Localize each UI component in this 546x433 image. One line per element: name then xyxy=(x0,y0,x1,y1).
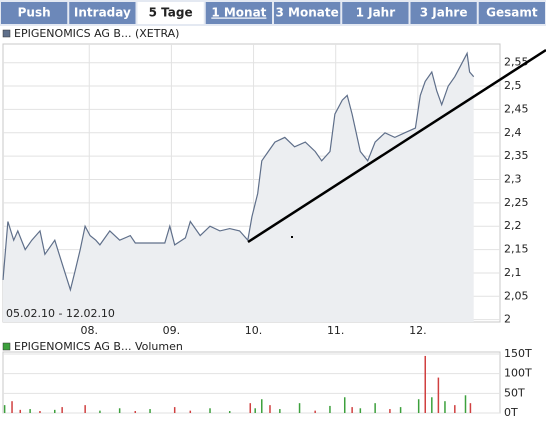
volume-bar xyxy=(359,408,362,413)
volume-bar xyxy=(437,377,440,413)
legend-marker xyxy=(2,29,11,38)
volume-bar xyxy=(424,355,426,413)
tab[interactable] xyxy=(205,2,272,24)
y-tick-label: 2,35 xyxy=(504,149,529,162)
volume-bar xyxy=(329,405,331,413)
volume-bar xyxy=(3,405,6,413)
volume-bar xyxy=(343,397,346,413)
volume-bar xyxy=(351,407,353,413)
price-line xyxy=(2,51,475,293)
volume-bar xyxy=(399,407,402,413)
volume-bar xyxy=(173,407,176,413)
tab-label[interactable]: Push xyxy=(18,6,51,20)
y-tick-label: 100T xyxy=(504,367,532,380)
tab-label[interactable]: 1 Jahr xyxy=(356,6,396,20)
volume-bar xyxy=(464,395,467,413)
volume-bar xyxy=(454,405,456,413)
volume-bar xyxy=(84,405,86,413)
date-range: 05.02.10 - 12.02.10 xyxy=(6,307,115,320)
tab-label[interactable]: 3 Monate xyxy=(276,6,339,20)
volume-bar xyxy=(149,409,151,413)
volume-bar xyxy=(389,409,391,413)
tabs: Push Intraday 5 Tage 1 Monat 3 Monate 1 Jahr 3… xyxy=(1,2,545,24)
plot-area xyxy=(2,351,501,414)
tab[interactable] xyxy=(410,2,477,24)
volume-bar xyxy=(99,410,101,413)
tab-label[interactable]: Intraday xyxy=(74,6,131,20)
y-tick-label: 2 xyxy=(504,313,511,326)
volume-bar xyxy=(209,408,211,413)
y-tick-label: 2,2 xyxy=(504,219,522,232)
tab-label[interactable]: 3 Jahre xyxy=(420,6,468,20)
volume-bar xyxy=(19,409,22,413)
x-tick-label: 08. xyxy=(81,324,99,337)
legend-label: EPIGENOMICS AG B... (XETRA) xyxy=(14,27,179,40)
y-tick-label: 150T xyxy=(504,347,532,360)
y-tick-label: 2,45 xyxy=(504,102,529,115)
price-area xyxy=(3,53,474,323)
x-tick-label: 10. xyxy=(245,324,263,337)
volume-bar xyxy=(314,410,316,413)
volume-bar xyxy=(11,401,13,413)
y-tick-label: 50T xyxy=(504,386,525,399)
volume-bar xyxy=(118,408,121,413)
tab-label[interactable]: Gesamt xyxy=(486,6,538,20)
volume-bar xyxy=(374,403,376,413)
y-tick-label: 2,05 xyxy=(504,289,529,302)
volume-bar xyxy=(269,405,271,413)
y-tick-label: 0T xyxy=(504,406,518,419)
tab[interactable] xyxy=(1,2,68,24)
volume-bar xyxy=(469,403,472,413)
tab[interactable] xyxy=(69,2,136,24)
volume-bar xyxy=(189,410,192,413)
cursor-dot xyxy=(291,236,293,238)
volume-bar xyxy=(39,411,41,413)
y-tick-label: 2,1 xyxy=(504,266,522,279)
y-tick-label: 2,5 xyxy=(504,79,522,92)
tab[interactable] xyxy=(478,2,545,24)
volume-bar xyxy=(279,409,281,413)
volume-bar xyxy=(431,397,433,413)
plots: EPIGENOMICS AG B... (XETRA) 2 2,05 2,1 2,15 2… xyxy=(2,27,532,419)
legend-marker xyxy=(2,342,11,351)
volume-bar xyxy=(228,411,231,413)
volume-bar xyxy=(54,409,56,413)
trend-line xyxy=(247,48,546,244)
y-tick-label: 2,15 xyxy=(504,243,529,256)
volume-bar xyxy=(417,399,420,413)
tab[interactable] xyxy=(342,2,409,24)
x-tick-label: 12. xyxy=(409,324,427,337)
volume-bar xyxy=(298,403,301,413)
volume-bar xyxy=(61,407,63,413)
x-tick-label: 11. xyxy=(327,324,345,337)
tab[interactable] xyxy=(137,2,204,24)
volume-bar xyxy=(134,411,137,413)
volume-bar xyxy=(249,403,252,413)
tab-label[interactable]: 1 Monat xyxy=(211,6,266,20)
x-tick-label: 09. xyxy=(163,324,181,337)
legend-label: EPIGENOMICS AG B... Volumen xyxy=(14,340,183,353)
volume-bar xyxy=(29,409,31,413)
y-tick-label: 2,3 xyxy=(504,172,522,185)
y-tick-label: 2,25 xyxy=(504,196,529,209)
volume-bar xyxy=(444,401,446,413)
y-tick-label: 2,4 xyxy=(504,126,522,139)
tab-label[interactable]: 5 Tage xyxy=(149,6,193,20)
tab[interactable] xyxy=(274,2,341,24)
volume-bar xyxy=(254,408,256,413)
volume-bar xyxy=(261,399,263,413)
